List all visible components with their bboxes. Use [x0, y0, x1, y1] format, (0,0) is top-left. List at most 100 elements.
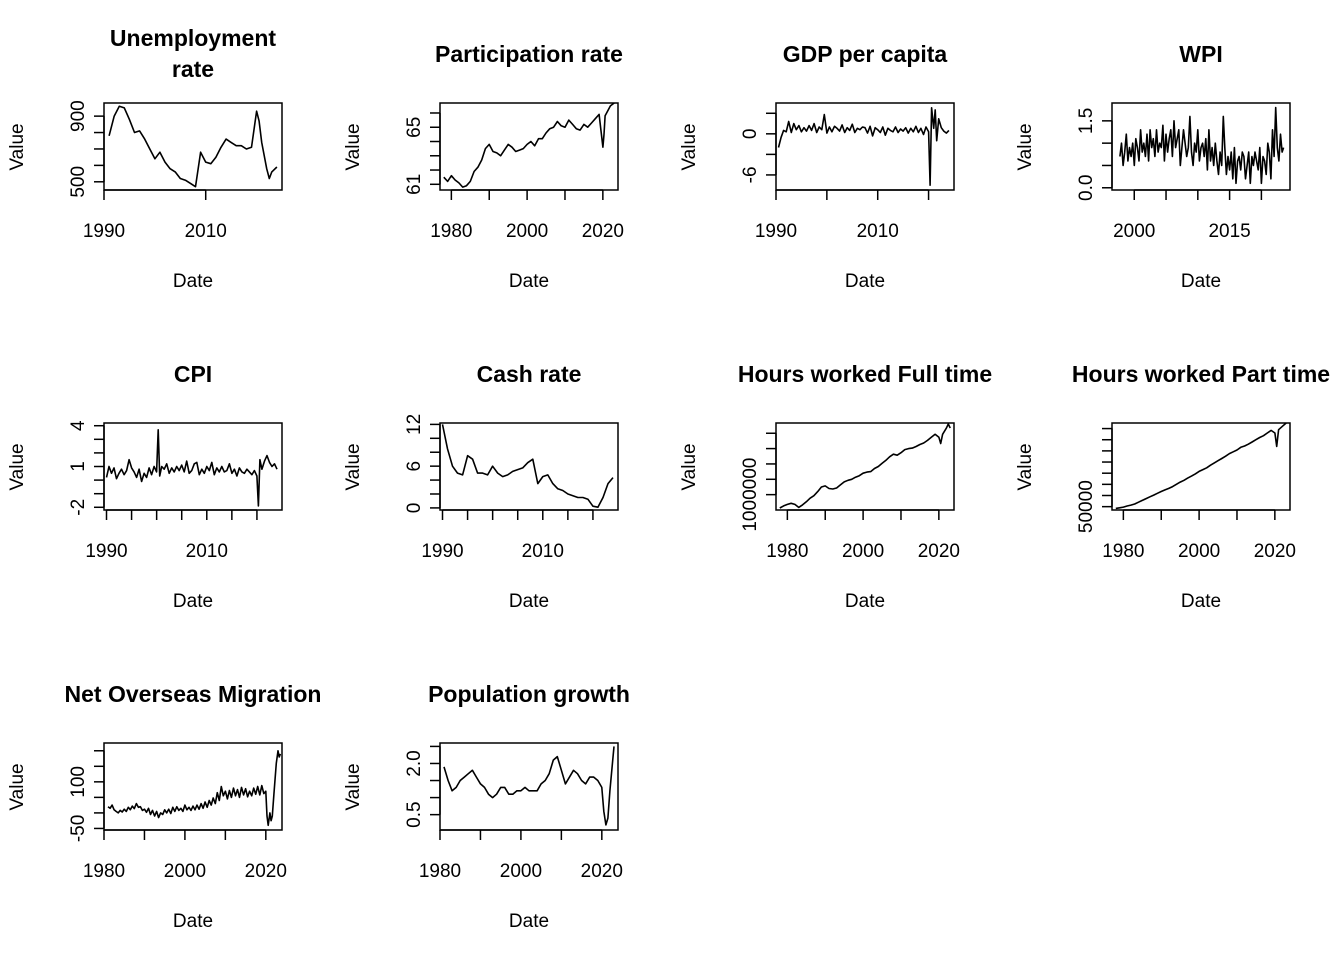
y-tick-label: 500 [68, 166, 89, 198]
x-tick-label: 2020 [918, 541, 960, 562]
chart-title: rate [172, 56, 214, 82]
chart-title: CPI [174, 361, 212, 387]
plot-frame [775, 102, 955, 191]
y-tick-label: -6 [740, 166, 761, 183]
x-tick-label: 2010 [185, 221, 227, 242]
y-axis-label: Value [7, 123, 28, 170]
chart-title: Hours worked Full time [738, 361, 992, 387]
y-tick-label: 50000 [1076, 480, 1097, 533]
x-tick-label: 1980 [430, 221, 472, 242]
x-tick-label: 2000 [842, 541, 884, 562]
x-tick-label: 2015 [1208, 221, 1250, 242]
y-tick-label: 6 [404, 461, 425, 472]
x-tick-label: 2010 [857, 221, 899, 242]
y-axis-label: Value [343, 123, 364, 170]
plot-frame [103, 742, 283, 831]
series-line [108, 105, 278, 188]
y-tick-label: 100 [68, 766, 89, 798]
y-tick-label: 0.0 [1076, 175, 1097, 201]
chart-title: Unemployment [110, 25, 276, 51]
y-axis-label: Value [1015, 443, 1036, 490]
x-tick-label: 2010 [186, 541, 228, 562]
y-tick-label: 4 [68, 420, 89, 431]
x-axis-label: Date [173, 911, 213, 932]
x-tick-label: 2000 [506, 221, 548, 242]
y-tick-label: 65 [404, 117, 425, 138]
x-tick-label: 2020 [1254, 541, 1296, 562]
y-axis-label: Value [343, 763, 364, 810]
chart-panel-9: Net Overseas Migration 1980 2000 2020 -50 100… [7, 681, 321, 932]
y-tick-label: -50 [68, 815, 89, 842]
plot-frame [439, 742, 619, 831]
x-axis-label: Date [509, 271, 549, 292]
chart-panel-4: WPI 2000 2015 0.0 1.5 Date Value [1015, 41, 1291, 292]
chart-title: WPI [1179, 41, 1222, 67]
chart-title: Hours worked Part time [1072, 361, 1330, 387]
y-axis-label: Value [679, 443, 700, 490]
series-line [105, 429, 278, 507]
x-tick-label: 2020 [582, 221, 624, 242]
x-tick-label: 2000 [164, 861, 206, 882]
y-axis-label: Value [679, 123, 700, 170]
x-axis-label: Date [509, 591, 549, 612]
chart-panel-8: Hours worked Part time 1980 2000 2020 50000 D… [1015, 361, 1330, 612]
chart-panel-7: Hours worked Full time 1980 2000 2020 100000… [679, 361, 992, 612]
chart-panel-10: Population growth 1980 2000 2020 0.5 2.0 Date V… [343, 681, 630, 932]
series-line [777, 107, 950, 186]
x-tick-label: 1990 [83, 221, 125, 242]
y-tick-label: 12 [404, 414, 425, 435]
chart-panel-3: GDP per capita 1990 2010 -6 0 Date Value [679, 41, 955, 292]
x-axis-label: Date [173, 271, 213, 292]
x-axis-label: Date [845, 271, 885, 292]
x-tick-label: 2000 [1113, 221, 1155, 242]
plot-frame [439, 422, 619, 511]
x-tick-label: 2000 [500, 861, 542, 882]
x-tick-label: 2020 [581, 861, 623, 882]
y-tick-label: 1000000 [740, 458, 761, 532]
series-line [441, 424, 614, 508]
chart-title: Net Overseas Migration [65, 681, 322, 707]
y-tick-label: 0.5 [404, 801, 425, 827]
y-tick-label: 2.0 [404, 750, 425, 776]
y-axis-label: Value [1015, 123, 1036, 170]
chart-panel-5: CPI 1990 2010 -2 1 4 Date Value [7, 361, 283, 612]
x-axis-label: Date [173, 591, 213, 612]
chart-title: Population growth [428, 681, 630, 707]
x-tick-label: 1980 [766, 541, 808, 562]
chart-title: Cash rate [477, 361, 582, 387]
x-tick-label: 1980 [419, 861, 461, 882]
x-tick-label: 1990 [85, 541, 127, 562]
y-axis-label: Value [343, 443, 364, 490]
y-tick-label: 1.5 [1076, 108, 1097, 134]
x-tick-label: 2020 [245, 861, 287, 882]
x-tick-label: 1980 [83, 861, 125, 882]
x-axis-label: Date [509, 911, 549, 932]
y-tick-label: -2 [68, 499, 89, 516]
series-line [1115, 422, 1287, 510]
chart-title: GDP per capita [783, 41, 948, 67]
x-tick-label: 2010 [522, 541, 564, 562]
y-tick-label: 1 [68, 461, 89, 472]
series-line [1119, 106, 1285, 185]
series-line [107, 750, 282, 827]
y-tick-label: 0 [740, 129, 761, 140]
plot-frame [439, 102, 619, 191]
x-tick-label: 1990 [755, 221, 797, 242]
chart-panel-6: Cash rate 1990 2010 0 6 12 Date Value [343, 361, 619, 612]
series-line [443, 746, 615, 826]
y-axis-label: Value [7, 763, 28, 810]
chart-title: Participation rate [435, 41, 623, 67]
y-axis-label: Value [7, 443, 28, 490]
y-tick-label: 900 [68, 100, 89, 132]
plot-frame [775, 422, 955, 511]
y-tick-label: 61 [404, 174, 425, 195]
y-tick-label: 0 [404, 503, 425, 514]
x-axis-label: Date [1181, 591, 1221, 612]
x-tick-label: 2000 [1178, 541, 1220, 562]
x-tick-label: 1980 [1102, 541, 1144, 562]
x-tick-label: 1990 [421, 541, 463, 562]
x-axis-label: Date [845, 591, 885, 612]
x-axis-label: Date [1181, 271, 1221, 292]
series-line [779, 423, 951, 509]
